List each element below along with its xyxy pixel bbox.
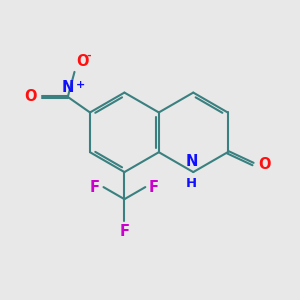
Text: O: O [76, 54, 88, 69]
Text: N: N [186, 154, 198, 169]
Text: N: N [61, 80, 74, 95]
Text: O: O [24, 89, 37, 104]
Text: F: F [149, 180, 159, 195]
Text: +: + [76, 80, 85, 90]
Text: F: F [119, 224, 129, 239]
Text: O: O [258, 157, 271, 172]
Text: -: - [87, 51, 92, 61]
Text: F: F [90, 180, 100, 195]
Text: H: H [186, 177, 197, 190]
